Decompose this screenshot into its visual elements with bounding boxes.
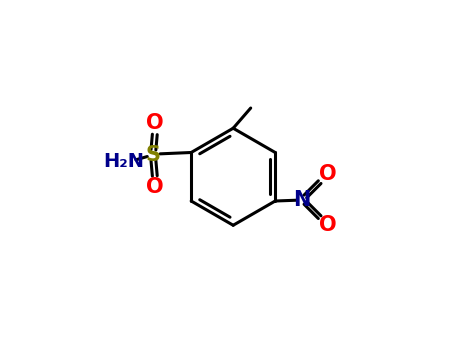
Text: O: O xyxy=(146,177,164,197)
Text: O: O xyxy=(319,164,337,184)
Text: H₂N: H₂N xyxy=(103,153,144,172)
Text: O: O xyxy=(319,215,337,235)
Text: S: S xyxy=(146,145,161,165)
Text: N: N xyxy=(293,190,311,210)
Text: O: O xyxy=(146,113,164,133)
